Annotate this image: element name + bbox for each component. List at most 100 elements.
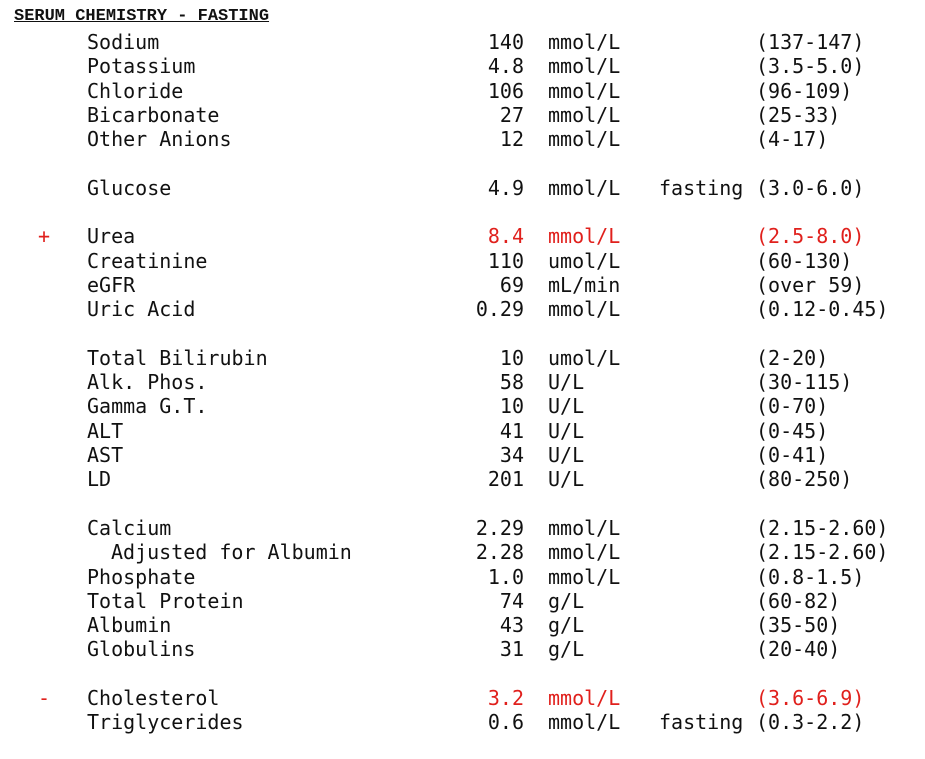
result-value: 12	[499, 127, 524, 152]
result-unit: mmol/L	[548, 686, 621, 711]
test-name: Chloride	[87, 78, 184, 103]
result-unit: mmol/L	[548, 515, 621, 540]
reference-range: (3.0-6.0)	[756, 175, 865, 200]
test-name: Glucose	[87, 175, 172, 200]
result-unit: g/L	[548, 637, 585, 662]
result-unit: U/L	[548, 467, 585, 492]
reference-range: (2.15-2.60)	[756, 515, 889, 540]
abnormal-flag: -	[38, 686, 51, 711]
result-row: Total Protein 74 g/L (60-82)	[0, 589, 925, 613]
reference-range: (0-45)	[756, 418, 829, 443]
result-value: 0.6	[487, 710, 524, 735]
result-row: Potassium 4.8 mmol/L (3.5-5.0)	[0, 54, 925, 78]
result-value: 2.29	[475, 515, 524, 540]
report-title: SERUM CHEMISTRY - FASTING	[14, 7, 270, 26]
result-row: Other Anions 12 mmol/L (4-17)	[0, 127, 925, 151]
result-value: 58	[499, 370, 524, 395]
result-value: 2.28	[475, 540, 524, 565]
result-row: ALT 41 U/L (0-45)	[0, 419, 925, 443]
result-unit: mL/min	[548, 272, 621, 297]
result-unit: g/L	[548, 588, 585, 613]
reference-range: (0-41)	[756, 443, 829, 468]
test-name: LD	[87, 467, 112, 492]
result-value: 10	[499, 394, 524, 419]
result-row: - Cholesterol 3.2 mmol/L (3.6-6.9)	[0, 686, 925, 710]
reference-range: (3.6-6.9)	[756, 686, 865, 711]
result-row: Globulins 31 g/L (20-40)	[0, 637, 925, 661]
result-value: 74	[499, 588, 524, 613]
reference-range: (30-115)	[756, 370, 853, 395]
reference-range: (60-130)	[756, 248, 853, 273]
result-unit: mmol/L	[548, 540, 621, 565]
result-unit: mmol/L	[548, 297, 621, 322]
reference-range: (25-33)	[756, 102, 841, 127]
result-value: 4.9	[487, 175, 524, 200]
test-name: Bicarbonate	[87, 102, 220, 127]
reference-range: (80-250)	[756, 467, 853, 492]
result-unit: U/L	[548, 394, 585, 419]
result-unit: U/L	[548, 443, 585, 468]
result-unit: umol/L	[548, 248, 621, 273]
test-name: Sodium	[87, 30, 160, 54]
result-row: Uric Acid 0.29 mmol/L (0.12-0.45)	[0, 297, 925, 321]
result-row: Glucose 4.9 mmol/L fasting (3.0-6.0)	[0, 176, 925, 200]
reference-range: (2.5-8.0)	[756, 224, 865, 249]
group-spacer	[0, 151, 925, 175]
result-unit: umol/L	[548, 345, 621, 370]
test-name: AST	[87, 443, 124, 468]
result-value: 43	[499, 613, 524, 638]
result-unit: mmol/L	[548, 54, 621, 79]
group-spacer	[0, 492, 925, 516]
test-name: Total Bilirubin	[87, 345, 268, 370]
reference-range: (137-147)	[756, 30, 865, 54]
result-unit: mmol/L	[548, 78, 621, 103]
result-unit: mmol/L	[548, 102, 621, 127]
test-name: ALT	[87, 418, 124, 443]
result-value: 106	[487, 78, 524, 103]
result-row: Phosphate 1.0 mmol/L (0.8-1.5)	[0, 565, 925, 589]
test-name: Other Anions	[87, 127, 232, 152]
test-name: eGFR	[87, 272, 136, 297]
reference-range: (3.5-5.0)	[756, 54, 865, 79]
result-value: 34	[499, 443, 524, 468]
result-row: LD 201 U/L (80-250)	[0, 467, 925, 491]
result-unit: U/L	[548, 370, 585, 395]
result-unit: mmol/L	[548, 224, 621, 249]
test-name: Potassium	[87, 54, 196, 79]
reference-range: (60-82)	[756, 588, 841, 613]
test-name: Uric Acid	[87, 297, 196, 322]
test-name: Total Protein	[87, 588, 244, 613]
test-name: Cholesterol	[87, 686, 220, 711]
result-value: 10	[499, 345, 524, 370]
result-unit: mmol/L	[548, 30, 621, 54]
reference-range: (2.15-2.60)	[756, 540, 889, 565]
test-name: Calcium	[87, 515, 172, 540]
result-unit: mmol/L	[548, 564, 621, 589]
result-row: Chloride 106 mmol/L (96-109)	[0, 79, 925, 103]
result-value: 31	[499, 637, 524, 662]
reference-range: (20-40)	[756, 637, 841, 662]
reference-range: (over 59)	[756, 272, 865, 297]
reference-range: (96-109)	[756, 78, 853, 103]
result-row: Creatinine 110 umol/L (60-130)	[0, 249, 925, 273]
result-value: 4.8	[487, 54, 524, 79]
result-note: fasting	[659, 175, 744, 200]
result-row: Albumin 43 g/L (35-50)	[0, 613, 925, 637]
test-name: Globulins	[87, 637, 196, 662]
result-value: 3.2	[487, 686, 524, 711]
test-name: Urea	[87, 224, 136, 249]
result-value: 140	[487, 30, 524, 54]
reference-range: (4-17)	[756, 127, 829, 152]
reference-range: (0.8-1.5)	[756, 564, 865, 589]
test-name: Phosphate	[87, 564, 196, 589]
result-row: Adjusted for Albumin 2.28 mmol/L (2.15-2.60…	[0, 540, 925, 564]
result-row: Triglycerides 0.6 mmol/L fasting (0.3-2.2)	[0, 710, 925, 734]
result-unit: g/L	[548, 613, 585, 638]
result-unit: mmol/L	[548, 710, 621, 735]
result-value: 41	[499, 418, 524, 443]
test-name: Adjusted for Albumin	[111, 540, 352, 565]
test-name: Creatinine	[87, 248, 208, 273]
reference-range: (35-50)	[756, 613, 841, 638]
abnormal-flag: +	[38, 224, 51, 249]
result-unit: U/L	[548, 418, 585, 443]
